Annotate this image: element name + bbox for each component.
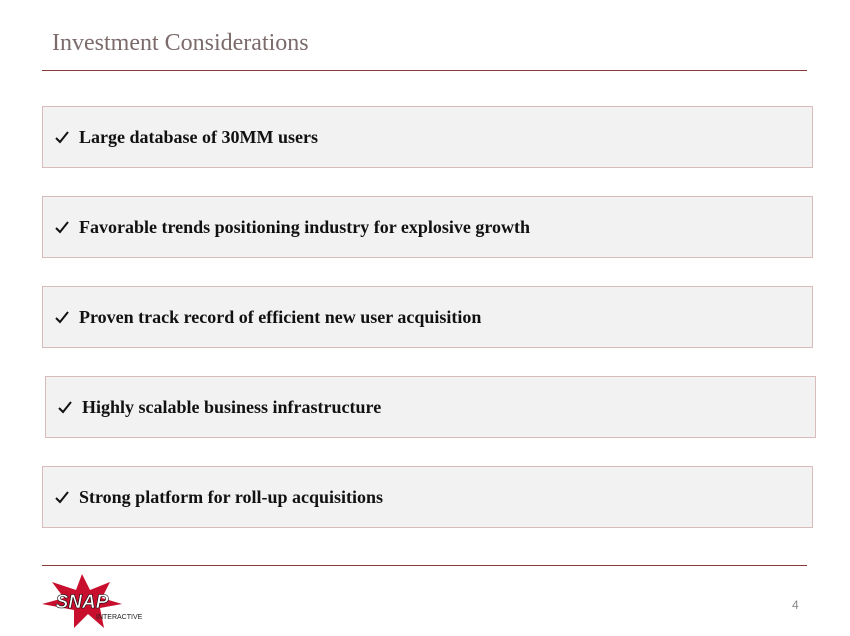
logo-star (42, 574, 122, 628)
check-icon (55, 491, 69, 504)
item-box: Highly scalable business infrastructure (45, 376, 816, 438)
bottom-rule (42, 565, 807, 566)
item-text: Favorable trends positioning industry fo… (79, 216, 531, 237)
logo-tagline: INTERACTIVE (96, 614, 143, 621)
check-icon (55, 221, 69, 234)
top-rule (42, 70, 807, 71)
item-text: Strong platform for roll-up acquisitions (79, 486, 384, 507)
item-box: Favorable trends positioning industry fo… (42, 196, 813, 258)
check-icon (58, 401, 72, 414)
page-number: 4 (792, 598, 799, 612)
item-box: Strong platform for roll-up acquisitions (42, 466, 813, 528)
item-box: Large database of 30MM users (42, 106, 813, 168)
check-icon (55, 131, 69, 144)
logo-name: SNAP (56, 592, 109, 613)
item-text: Highly scalable business infrastructure (82, 396, 382, 417)
item-text: Large database of 30MM users (79, 126, 318, 147)
slide-title: Investment Considerations (52, 30, 309, 56)
item-box: Proven track record of efficient new use… (42, 286, 813, 348)
logo: SNAP INTERACTIVE (42, 574, 143, 628)
item-text: Proven track record of efficient new use… (79, 306, 482, 327)
check-icon (55, 311, 69, 324)
